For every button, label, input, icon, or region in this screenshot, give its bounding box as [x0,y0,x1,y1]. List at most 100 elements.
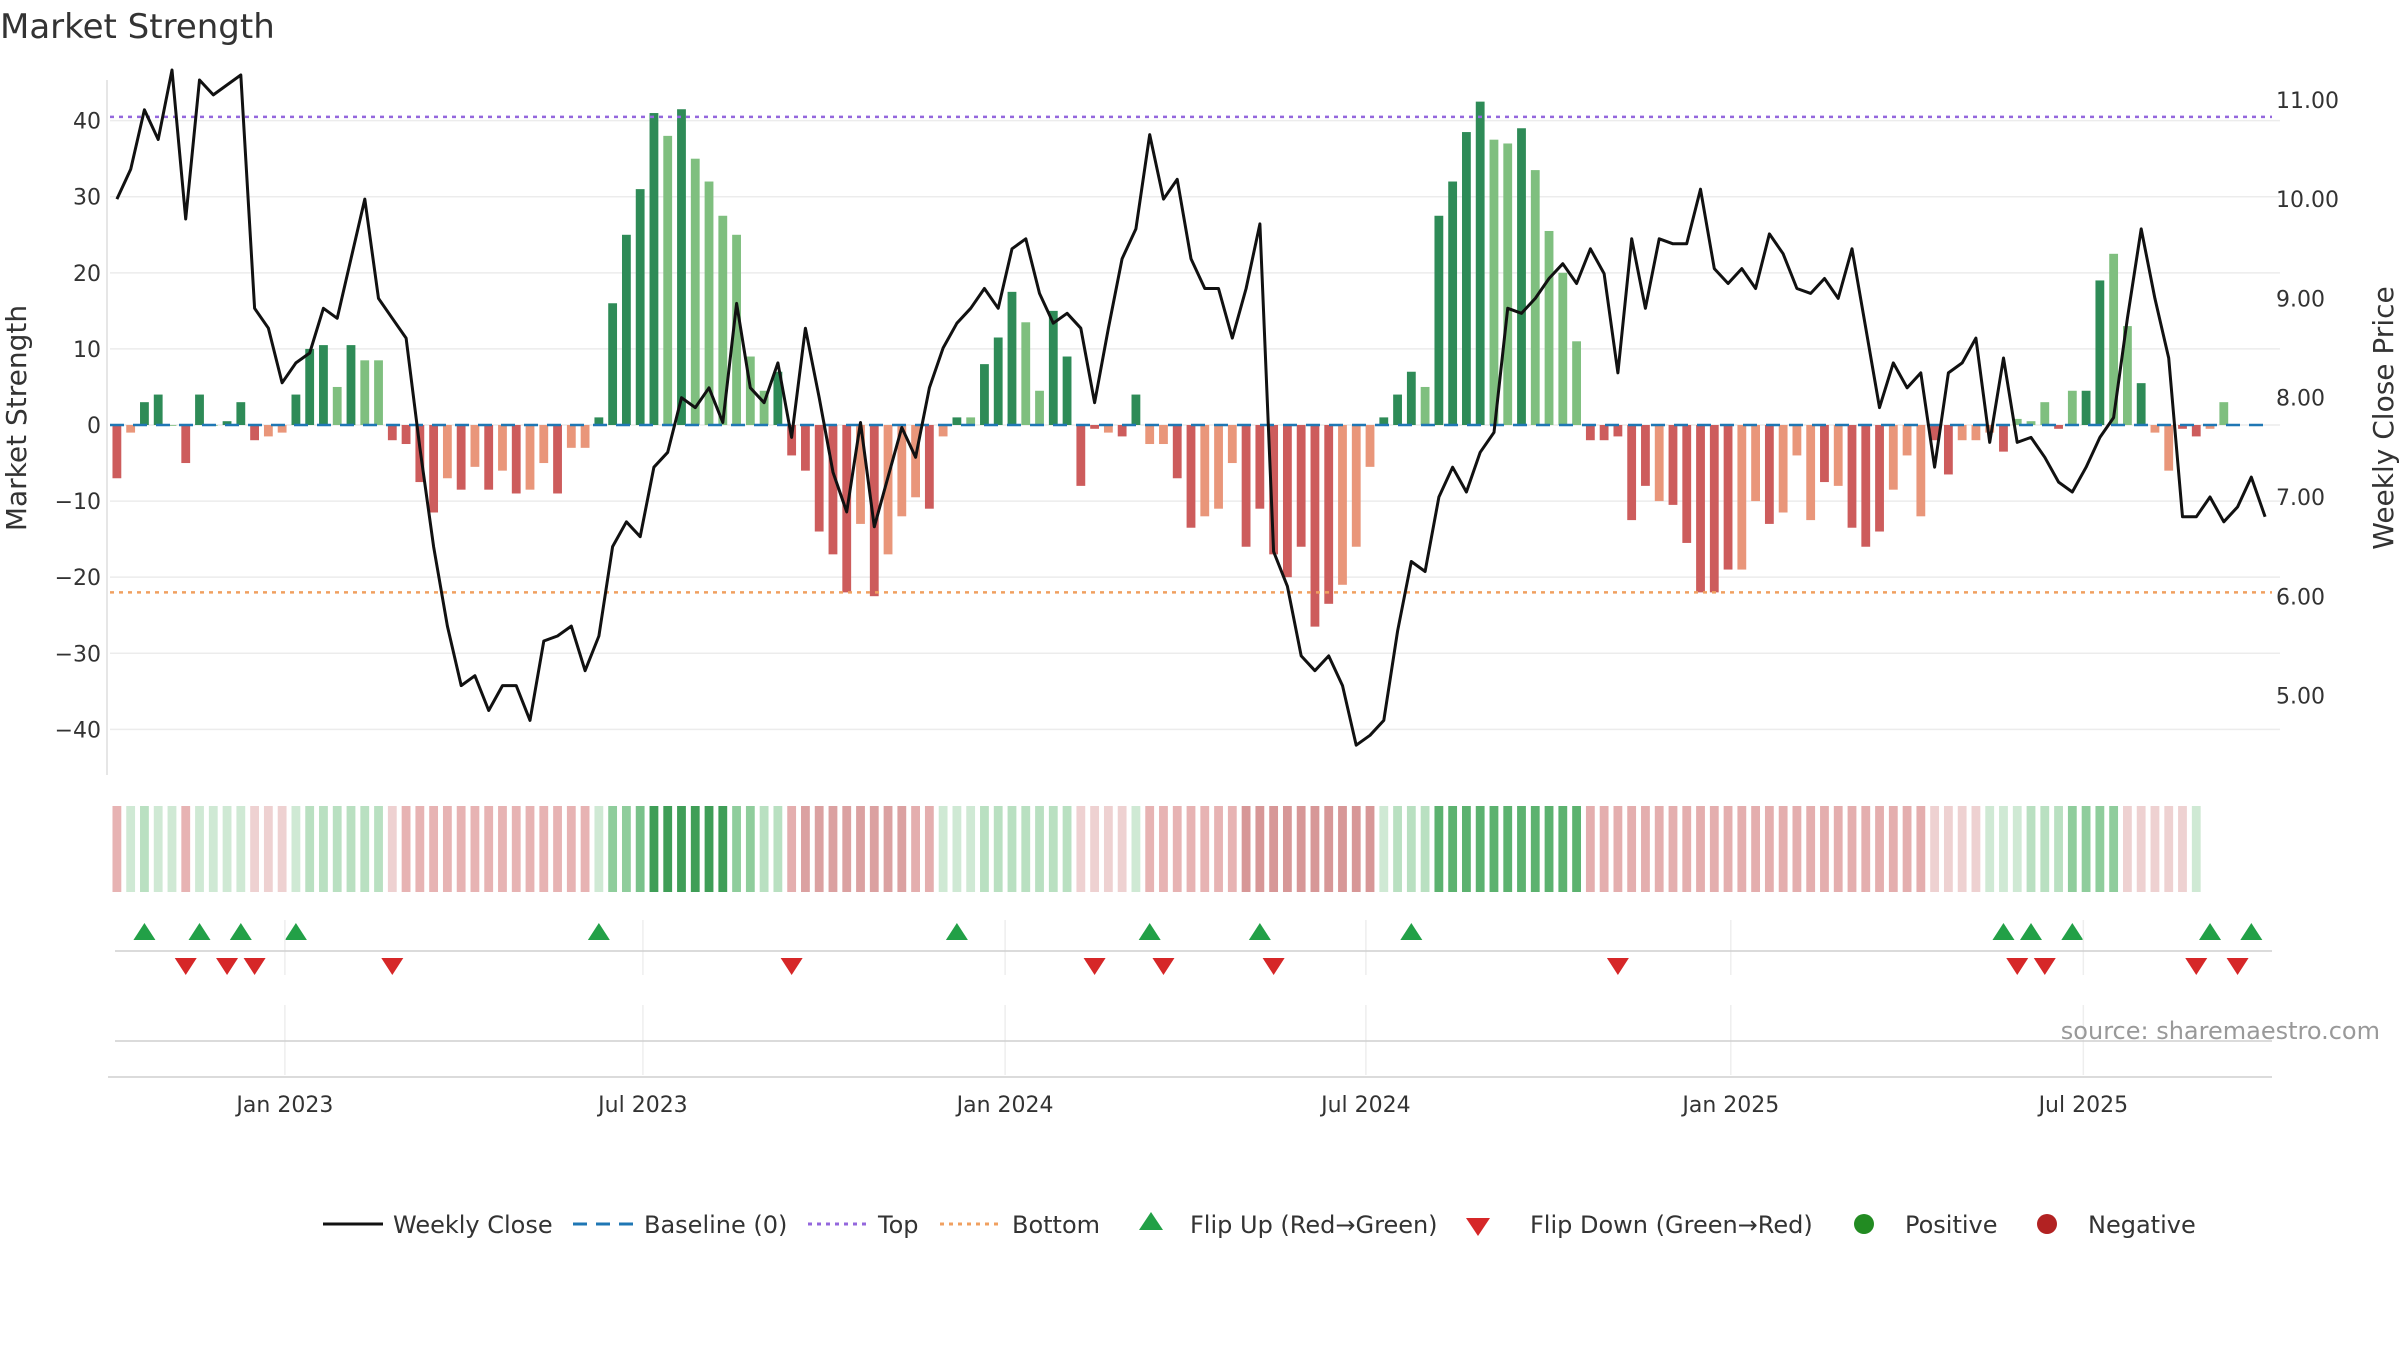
strength-bar [980,364,989,425]
zone-cell [374,806,383,892]
strength-bar [1282,425,1292,578]
legend-flip-up-icon [1139,1212,1163,1230]
zone-cell [291,806,301,892]
date-tick-label: Jan 2024 [955,1093,1054,1118]
zone-cell [1930,806,1940,892]
date-axis: Jan 2023 Jul 2023 Jan 2024 Jul 2024 Jan 2025… [108,920,2272,1118]
flip-markers [133,923,2263,975]
zone-cell [1861,806,1871,892]
zone-cell [1833,806,1843,892]
strength-bar [856,425,865,524]
flip-up-marker [587,923,610,940]
strength-bar [869,425,879,597]
zone-cell [2178,806,2187,892]
zone-cell [250,806,259,892]
strength-bar [1709,425,1719,593]
zone-cell [539,806,549,892]
flip-up-marker [1138,923,1161,940]
strength-bar [1627,425,1637,521]
zone-cell [938,806,948,892]
zone-cell [759,806,769,892]
date-tick-label: Jan 2023 [234,1093,333,1118]
strength-bar [2123,326,2132,425]
zone-cell [222,806,232,892]
zone-cell [608,806,618,892]
zone-cell [456,806,466,892]
weekly-close-line [115,68,2267,747]
zone-cell [1159,806,1168,892]
strength-bar [911,425,920,498]
zone-cell [2191,806,2201,892]
strength-bar [1351,425,1361,547]
strength-bar [1861,425,1871,547]
zone-cell [828,806,838,892]
strength-bar [621,234,631,425]
strength-bar [1475,101,1485,425]
strength-bar [2054,425,2063,429]
zone-cell [1172,806,1182,892]
zone-cell [401,806,411,892]
zone-cell [911,806,920,892]
strength-bar [222,421,232,425]
left-tick-label: 30 [73,186,101,211]
strength-bar [1365,425,1375,467]
strength-bar [2205,425,2215,429]
strength-bar [704,181,714,425]
strength-bar [498,425,507,471]
left-tick-label: 40 [73,110,101,135]
zone-cell [1241,806,1251,892]
strength-bar [456,425,466,490]
zone-cell [690,806,700,892]
zone-cell [1365,806,1375,892]
zone-cell [1764,806,1774,892]
strength-bar [1806,425,1816,521]
right-tick-label: 11.00 [2276,89,2339,114]
zone-cell [195,806,204,892]
zone-cell [580,806,590,892]
zone-cell [1916,806,1926,892]
zone-cell [663,806,673,892]
zone-cell [1393,806,1402,892]
zone-cell [511,806,521,892]
strength-bar [1186,425,1196,528]
zone-cell [1875,806,1884,892]
zone-cell [883,806,893,892]
strength-bar [1172,425,1182,479]
zone-cell [1806,806,1816,892]
left-tick-label: 10 [73,338,101,363]
strength-bar [1847,425,1857,528]
zone-cell [1186,806,1196,892]
strength-bar [1117,425,1127,437]
strength-bar [1241,425,1251,547]
left-tick-label: −30 [55,642,101,667]
strength-bar [1145,425,1155,445]
zone-cell [1585,806,1595,892]
strength-bar [1338,425,1347,585]
flip-down-marker [2226,958,2249,975]
zone-cell [1296,806,1306,892]
zone-cell [1103,806,1113,892]
strength-bar [1930,425,1940,441]
legend-top: Top [877,1211,919,1239]
zone-cell [801,806,810,892]
zone-cell [594,806,604,892]
zone-cell [1117,806,1127,892]
right-tick-label: 5.00 [2276,685,2325,710]
zone-cell [1682,806,1692,892]
legend-negative: Negative [2088,1211,2196,1239]
strength-bar [1778,425,1788,513]
strength-bar [1434,215,1444,425]
strength-bar [952,417,962,425]
zone-cell [1696,806,1705,892]
strength-bar [1916,425,1926,517]
flip-down-marker [381,958,404,975]
strength-bar [140,402,149,425]
zone-cell [869,806,879,892]
legend-negative-dot-icon [2037,1214,2057,1234]
strength-bar [1723,425,1733,570]
strength-bar [553,425,562,494]
strength-bar [993,337,1003,425]
flip-down-marker [2185,958,2208,975]
zone-cell [429,806,439,892]
zone-cell [1448,806,1458,892]
